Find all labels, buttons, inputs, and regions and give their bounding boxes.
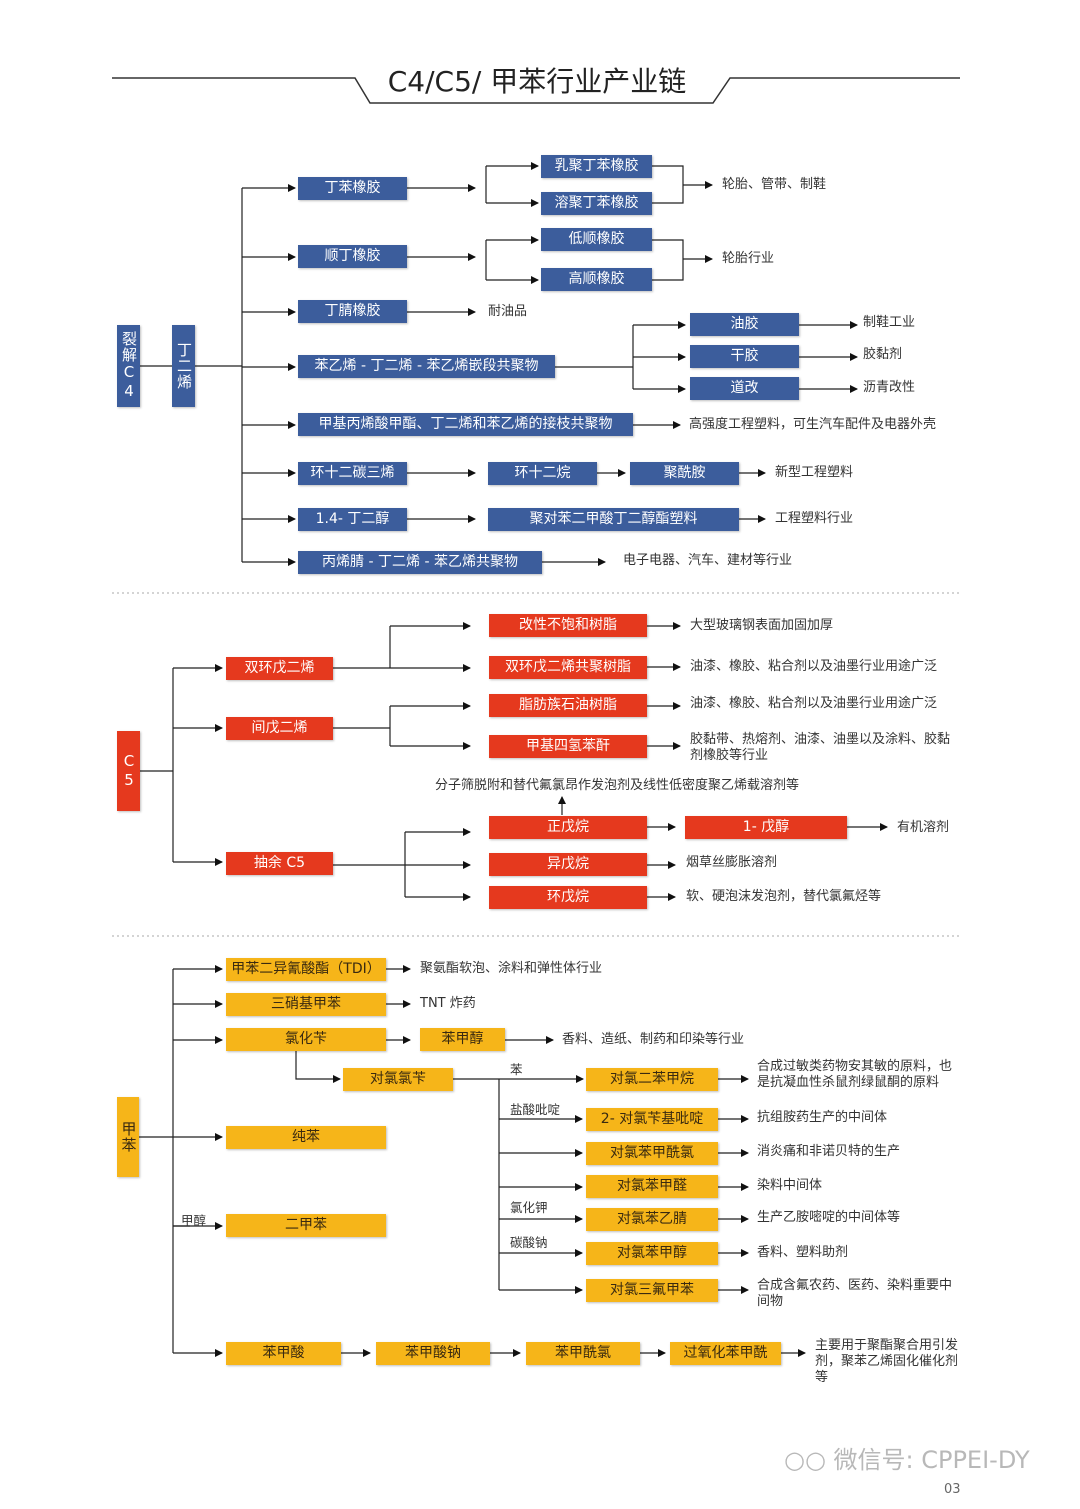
node-piperylene: 间戊二烯 [226, 717, 333, 740]
node-abs: 丙烯腈 - 丁二烯 - 苯乙烯共聚物 [298, 551, 542, 574]
page-number: 03 [944, 1482, 961, 1497]
use-text: 油漆、橡胶、粘合剂以及油墨行业用途广泛 [690, 696, 938, 711]
header-rule [112, 77, 960, 104]
node-xylene: 二甲苯 [226, 1214, 386, 1237]
page-title: C4/C5/ 甲苯行业产业链 [387, 65, 687, 98]
use-text: 大型玻璃钢表面加固加厚 [690, 618, 834, 633]
node-cracked-c4: 裂解C4 [117, 325, 140, 407]
node-tdi: 甲苯二异氰酸酯（TDI） [226, 958, 386, 981]
node-cdt: 环十二碳三烯 [298, 462, 407, 485]
node-n-pentane: 正戊烷 [489, 816, 647, 839]
use-text: 制鞋工业 [863, 315, 916, 330]
use-text: 沥青改性 [863, 380, 916, 395]
use-text: 消炎痛和非诺贝特的生产 [757, 1144, 901, 1159]
use-text: 烟草丝膨胀溶剂 [686, 855, 778, 870]
watermark: ○○ 微信号: CPPEI-DY [784, 1440, 1030, 1475]
node-sbr: 丁苯橡胶 [298, 177, 407, 200]
wechat-icon: ○○ [784, 1446, 834, 1474]
use-text: 有机溶剂 [897, 820, 950, 835]
use-text: 分子筛脱附和替代氟氯昂作发泡剂及线性低密度聚乙烯载溶剂等 [435, 778, 800, 793]
use-text: 染料中间体 [757, 1178, 823, 1193]
use-text: 香料、塑料助剂 [757, 1245, 849, 1260]
use-text: 胶黏带、热熔剂、油漆、油墨以及涂料、胶黏剂橡胶等行业 [690, 732, 951, 763]
node-product: 对氯苯甲醛 [586, 1175, 718, 1198]
use-text: 轮胎行业 [722, 251, 775, 266]
toluene-arrows [173, 965, 806, 1357]
node-toluene: 甲苯 [117, 1097, 139, 1177]
use-text: 抗组胺药生产的中间体 [757, 1110, 888, 1125]
node-sodium-benzoate: 苯甲酸钠 [376, 1342, 490, 1365]
toluene-connectors [139, 969, 500, 1353]
use-text: 工程塑料行业 [775, 511, 854, 526]
c4-arrows [242, 162, 858, 566]
node-mbs: 甲基丙烯酸甲酯、丁二烯和苯乙烯的接枝共聚物 [298, 413, 633, 436]
node-c5: C5 [117, 731, 140, 811]
node-product: 对氯苯甲醇 [586, 1242, 718, 1265]
use-text: 生产乙胺嘧啶的中间体等 [757, 1210, 901, 1225]
c5-connectors [140, 626, 406, 897]
node-pentanol: 1- 戊醇 [685, 816, 847, 839]
node-pbt: 聚对苯二甲酸丁二醇酯塑料 [488, 508, 739, 531]
node-product: 对氯苯乙腈 [586, 1208, 718, 1231]
node-tnt: 三硝基甲苯 [226, 993, 386, 1016]
use-text: 胶黏剂 [863, 347, 903, 362]
c5-arrows [173, 622, 888, 901]
reagent-label: 盐酸吡啶 [510, 1102, 561, 1117]
node-low-cis-br: 低顺橡胶 [541, 228, 652, 251]
node-mthpa: 甲基四氢苯酐 [489, 735, 647, 758]
node-cyclopentane: 环戊烷 [489, 886, 647, 909]
use-text: 香料、造纸、制药和印染等行业 [562, 1032, 745, 1047]
use-text: 高强度工程塑料，可生汽车配件及电器外壳 [689, 417, 937, 432]
use-text: TNT 炸药 [420, 996, 476, 1011]
node-benzoyl-chloride: 苯甲酰氯 [526, 1342, 640, 1365]
node-upr: 改性不饱和树脂 [489, 614, 647, 637]
node-dcpd: 双环戊二烯 [226, 657, 333, 680]
node-dcpd-resin: 双环戊二烯共聚树脂 [489, 656, 647, 679]
use-text: 耐油品 [488, 304, 528, 319]
use-text: 合成含氟农药、医药、染料重要中间物 [757, 1278, 953, 1309]
node-bdo: 1.4- 丁二醇 [298, 508, 407, 531]
node-p-chlorobenzyl-chloride: 对氯氯苄 [343, 1068, 453, 1091]
node-dry-rubber: 干胶 [690, 345, 799, 368]
reagent-label: 氯化钾 [510, 1200, 548, 1215]
node-cyclododecane: 环十二烷 [488, 462, 597, 485]
node-road-modifier: 道改 [690, 377, 799, 400]
use-text: 主要用于聚酯聚合用引发剂，聚苯乙烯固化催化剂等 [815, 1338, 959, 1385]
node-product: 对氯苯甲酰氯 [586, 1142, 718, 1165]
node-benzyl-alcohol: 苯甲醇 [420, 1028, 505, 1051]
use-text: 轮胎、管带、制鞋 [722, 177, 827, 192]
node-ssbr: 溶聚丁苯橡胶 [541, 192, 652, 215]
reagent-label: 苯 [510, 1062, 523, 1077]
use-text: 软、硬泡沫发泡剂，替代氯氟烃等 [686, 889, 882, 904]
node-isopentane: 异戊烷 [489, 853, 647, 876]
reagent-label: 甲醇 [181, 1213, 207, 1228]
use-text: 聚氨酯软泡、涂料和弹性体行业 [420, 961, 603, 976]
node-br: 顺丁橡胶 [298, 245, 407, 268]
node-butadiene: 丁二烯 [172, 325, 195, 407]
node-benzoic-acid: 苯甲酸 [226, 1342, 341, 1365]
node-benzyl-chloride: 氯化苄 [226, 1028, 386, 1051]
node-product: 对氯二苯甲烷 [586, 1068, 718, 1091]
node-oil-rubber: 油胶 [690, 313, 799, 336]
reagent-label: 碳酸钠 [510, 1235, 548, 1250]
node-benzene: 纯苯 [226, 1126, 386, 1149]
node-benzoyl-peroxide: 过氧化苯甲酰 [670, 1342, 781, 1365]
node-sbs: 苯乙烯 - 丁二烯 - 苯乙烯嵌段共聚物 [298, 355, 555, 378]
node-polyamide: 聚酰胺 [630, 462, 739, 485]
use-text: 新型工程塑料 [775, 465, 854, 480]
node-aliphatic-resin: 脂肪族石油树脂 [489, 694, 647, 717]
node-raffinate-c5: 抽余 C5 [226, 852, 333, 875]
use-text: 合成过敏类药物安其敏的原料，也是抗凝血性杀鼠剂绿鼠酮的原料 [757, 1059, 953, 1090]
node-high-cis-br: 高顺橡胶 [541, 268, 652, 291]
watermark-text: 微信号: CPPEI-DY [833, 1446, 1030, 1474]
node-product: 对氯三氟甲苯 [586, 1279, 718, 1302]
use-text: 电子电器、汽车、建材等行业 [623, 553, 793, 568]
node-esbr: 乳聚丁苯橡胶 [541, 155, 652, 178]
use-text: 油漆、橡胶、粘合剂以及油墨行业用途广泛 [690, 659, 938, 674]
node-product: 2- 对氯苄基吡啶 [586, 1108, 718, 1131]
node-nbr: 丁腈橡胶 [298, 300, 407, 323]
